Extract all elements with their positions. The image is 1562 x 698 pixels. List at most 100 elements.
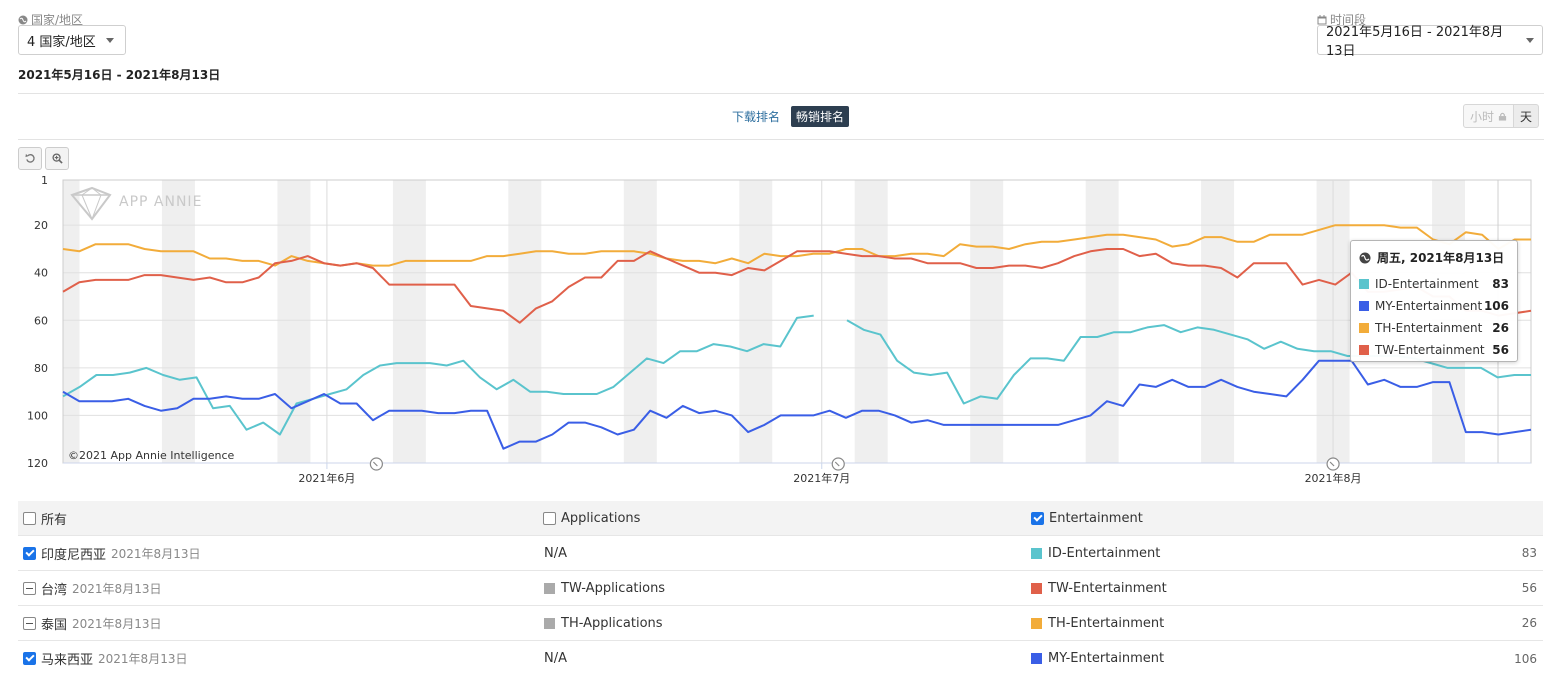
table-row: 印度尼西亚 2021年8月13日 N/A ID-Entertainment 83 (18, 536, 1543, 571)
granularity-toggle: 小时 天 (1463, 104, 1540, 128)
color-swatch (1359, 279, 1369, 289)
chart-tooltip: 周五, 2021年8月13日 ID-Entertainment 83 MY-Ent… (1350, 240, 1518, 362)
select-all-checkbox[interactable] (23, 511, 36, 525)
y-tick-label: 60 (34, 314, 48, 327)
select-all-checkbox-cell[interactable]: 所有 (23, 501, 67, 535)
row-checkbox[interactable] (23, 652, 36, 665)
divider (18, 139, 1544, 140)
granularity-hour-button[interactable]: 小时 (1463, 104, 1515, 128)
app-annie-logo-icon (70, 186, 112, 221)
series-toggle[interactable]: MY-Entertainment (1031, 641, 1164, 676)
tab-downloads-rank[interactable]: 下载排名 (732, 110, 781, 124)
metric-tabs: 下载排名 畅销排名 (727, 106, 850, 127)
color-swatch (1359, 345, 1369, 355)
applications-checkbox[interactable] (543, 511, 556, 525)
color-swatch (1359, 323, 1369, 333)
y-tick-label: 80 (34, 362, 48, 375)
color-swatch (1031, 617, 1042, 629)
series-toggle[interactable]: TH-Applications (544, 606, 663, 640)
event-marker-line (372, 461, 378, 467)
event-marker-icon (369, 457, 383, 471)
entertainment-checkbox-cell[interactable]: Entertainment (1031, 501, 1143, 535)
y-tick-label: 20 (34, 219, 48, 232)
table-row: 台湾 2021年8月13日 TW-Applications TW-Entertai… (18, 571, 1543, 606)
series-toggle[interactable]: TW-Entertainment (1031, 571, 1167, 605)
series-line-my-entertainment (62, 359, 1532, 450)
series-table: 所有 Applications Entertainment 印度尼西亚 2021年… (18, 501, 1543, 676)
row-checkbox[interactable] (23, 546, 36, 560)
weekend-band (1085, 180, 1119, 463)
row-value: 26 (1521, 616, 1537, 630)
x-tick-label: 2021年7月 (793, 471, 850, 485)
event-marker-line (834, 461, 840, 467)
entertainment-checkbox[interactable] (1031, 511, 1044, 525)
color-swatch (1031, 547, 1042, 559)
event-markers (369, 457, 1340, 471)
series-toggle[interactable]: TH-Entertainment (1031, 606, 1164, 640)
color-swatch (1031, 582, 1042, 594)
tooltip-row: TW-Entertainment 56 (1359, 339, 1509, 361)
country-select[interactable]: 4 国家/地区 (18, 25, 126, 55)
y-tick-label: 100 (27, 409, 48, 422)
row-checkbox[interactable] (23, 581, 36, 595)
series-toggle[interactable]: ID-Entertainment (1031, 536, 1160, 570)
tooltip-row: MY-Entertainment 106 (1359, 295, 1509, 317)
weekend-band (161, 180, 195, 463)
weekend-band (739, 180, 773, 463)
lock-icon (1498, 112, 1507, 121)
tooltip-row: TH-Entertainment 26 (1359, 317, 1509, 339)
table-header: 所有 Applications Entertainment (18, 501, 1543, 536)
reset-zoom-button[interactable] (18, 147, 42, 170)
weekend-band (1201, 180, 1235, 463)
event-marker-icon (831, 457, 845, 471)
calendar-icon (1317, 14, 1327, 24)
globe-icon (18, 15, 28, 24)
zoom-in-button[interactable] (45, 147, 69, 170)
weekend-band (508, 180, 542, 463)
weekend-bands (63, 180, 1466, 463)
event-marker-line (1329, 461, 1335, 467)
weekend-band (277, 180, 311, 463)
copyright-text: ©2021 App Annie Intelligence (68, 449, 235, 462)
applications-checkbox-cell[interactable]: Applications (543, 501, 640, 535)
globe-icon (1359, 252, 1371, 263)
chevron-down-icon (105, 37, 114, 43)
row-checkbox[interactable] (23, 616, 36, 630)
table-row: 泰国 2021年8月13日 TH-Applications TH-Entertai… (18, 606, 1543, 641)
weekend-band (854, 180, 888, 463)
country-select-value: 4 国家/地区 (27, 34, 96, 50)
x-tick-label: 2021年8月 (1305, 471, 1362, 485)
granularity-day-button[interactable]: 天 (1514, 104, 1540, 128)
table-row: 马来西亚 2021年8月13日 N/A MY-Entertainment 106 (18, 641, 1543, 676)
y-tick-label: 120 (27, 457, 48, 470)
watermark-text: APP ANNIE (119, 194, 202, 210)
tooltip-date: 周五, 2021年8月13日 (1377, 251, 1505, 265)
y-tick-label: 40 (34, 267, 48, 280)
row-value: 106 (1514, 651, 1537, 666)
period-select-value: 2021年5月16日 - 2021年8月13日 (1326, 25, 1504, 59)
weekend-band (623, 180, 657, 463)
weekend-band (63, 180, 80, 463)
event-marker-circle (369, 457, 383, 471)
event-marker-circle (831, 457, 845, 471)
color-swatch (1359, 301, 1369, 311)
series-line-th-entertainment (62, 224, 1531, 267)
event-marker-circle (1326, 457, 1340, 471)
reset-icon (24, 153, 35, 163)
tab-grossing-rank[interactable]: 畅销排名 (791, 106, 850, 127)
color-swatch (544, 582, 555, 594)
divider (18, 93, 1544, 94)
period-select[interactable]: 2021年5月16日 - 2021年8月13日 (1317, 25, 1543, 59)
weekend-band (392, 180, 426, 463)
event-marker-icon (1326, 457, 1340, 471)
period-filter-label: 时间段 (1317, 11, 1366, 28)
series-toggle[interactable]: TW-Applications (544, 571, 665, 605)
app-annie-watermark: APP ANNIE (70, 186, 202, 221)
x-tick-label: 2021年6月 (298, 471, 355, 485)
color-swatch (1031, 653, 1042, 664)
x-axis: 2021年6月 2021年7月 2021年8月 (63, 462, 1531, 485)
tooltip-row: ID-Entertainment 83 (1359, 273, 1509, 295)
zoom-in-icon (51, 153, 63, 164)
